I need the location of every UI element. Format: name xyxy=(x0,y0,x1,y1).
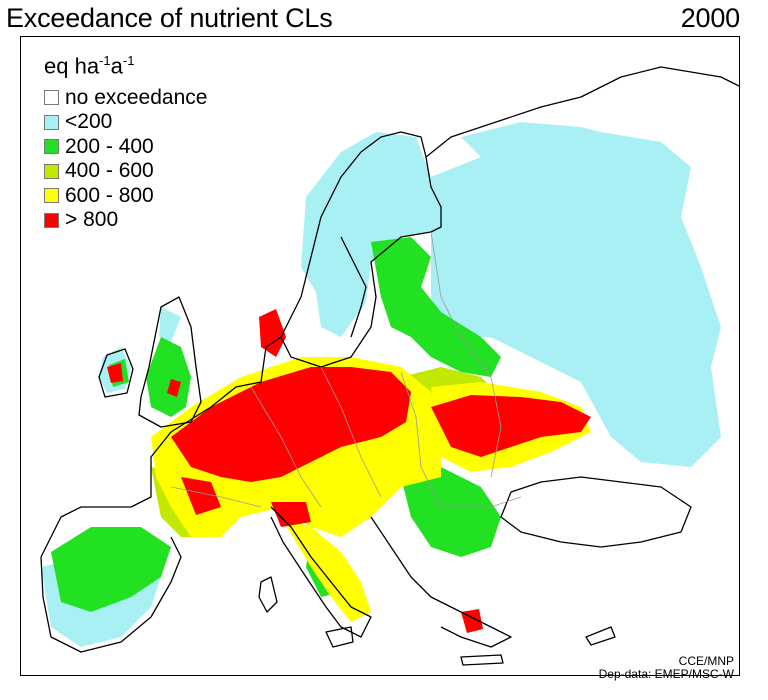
region-denmark-red xyxy=(259,309,286,357)
legend-item-no-exceedance: no exceedance xyxy=(44,85,207,110)
region-baltic-green xyxy=(371,237,501,377)
map-year: 2000 xyxy=(680,3,740,33)
region-po-valley-red xyxy=(271,502,311,527)
legend-swatch xyxy=(44,90,59,106)
coastline-cyprus xyxy=(585,626,616,646)
legend-label: 200 - 400 xyxy=(65,134,154,158)
coastline-italy xyxy=(270,506,372,638)
region-east-red xyxy=(431,395,591,457)
region-ireland-red xyxy=(107,363,123,383)
coastline-ireland xyxy=(98,348,134,398)
credit-line-2: Dep-data: EMEP/MSC-W xyxy=(598,667,734,681)
region-russia-lowexceed xyxy=(431,132,721,467)
coastline-europe xyxy=(40,66,739,558)
europe-map xyxy=(40,66,739,666)
legend-swatch xyxy=(44,163,59,179)
legend-item-gt800: > 800 xyxy=(44,208,207,233)
region-uk-lowexceed xyxy=(159,307,181,342)
region-russia-north-lowexceed xyxy=(461,122,601,157)
legend-item-600-800: 600 - 800 xyxy=(44,183,207,208)
borders-national xyxy=(170,231,522,508)
region-uk-red xyxy=(167,379,181,397)
legend-swatch xyxy=(44,139,59,155)
credits: CCE/MNP Dep-data: EMEP/MSC-W xyxy=(599,655,734,681)
coastline-balkans xyxy=(370,516,512,648)
legend-item-400-600: 400 - 600 xyxy=(44,159,207,184)
legend-label: > 800 xyxy=(65,208,119,232)
legend-label: no exceedance xyxy=(65,85,208,109)
map-title: Exceedance of nutrient CLs xyxy=(6,3,333,33)
legend-label: 600 - 800 xyxy=(65,183,154,207)
region-france-red xyxy=(181,477,221,515)
region-iberia-green xyxy=(51,527,171,612)
legend-item-lt200: <200 xyxy=(44,110,207,135)
region-uk-green xyxy=(146,337,191,417)
coastline-sicily xyxy=(325,626,354,648)
map-panel xyxy=(20,36,740,676)
region-scandinavia-lowexceed xyxy=(301,132,431,337)
legend: eq ha-1a-1 no exceedance <200 200 - 400 … xyxy=(44,48,207,232)
coastline-britain xyxy=(138,296,202,428)
legend-item-200-400: 200 - 400 xyxy=(44,134,207,159)
coastline-blacksea xyxy=(500,476,692,548)
legend-swatch xyxy=(44,188,59,204)
region-central-red xyxy=(171,367,411,482)
coastline-sardinia xyxy=(258,576,278,613)
credit-line-1: CCE/MNP xyxy=(678,654,734,668)
coastline-crete xyxy=(460,654,504,666)
legend-swatch xyxy=(44,212,59,228)
coastline-scandinavia xyxy=(280,131,427,338)
legend-label: 400 - 600 xyxy=(65,159,154,183)
legend-label: <200 xyxy=(65,110,113,134)
region-italy-yellow xyxy=(281,517,371,622)
region-balkans-green xyxy=(401,467,501,557)
coastline-iberia-south xyxy=(40,536,182,653)
legend-swatch xyxy=(44,114,59,130)
legend-units: eq ha-1a-1 xyxy=(44,53,135,79)
